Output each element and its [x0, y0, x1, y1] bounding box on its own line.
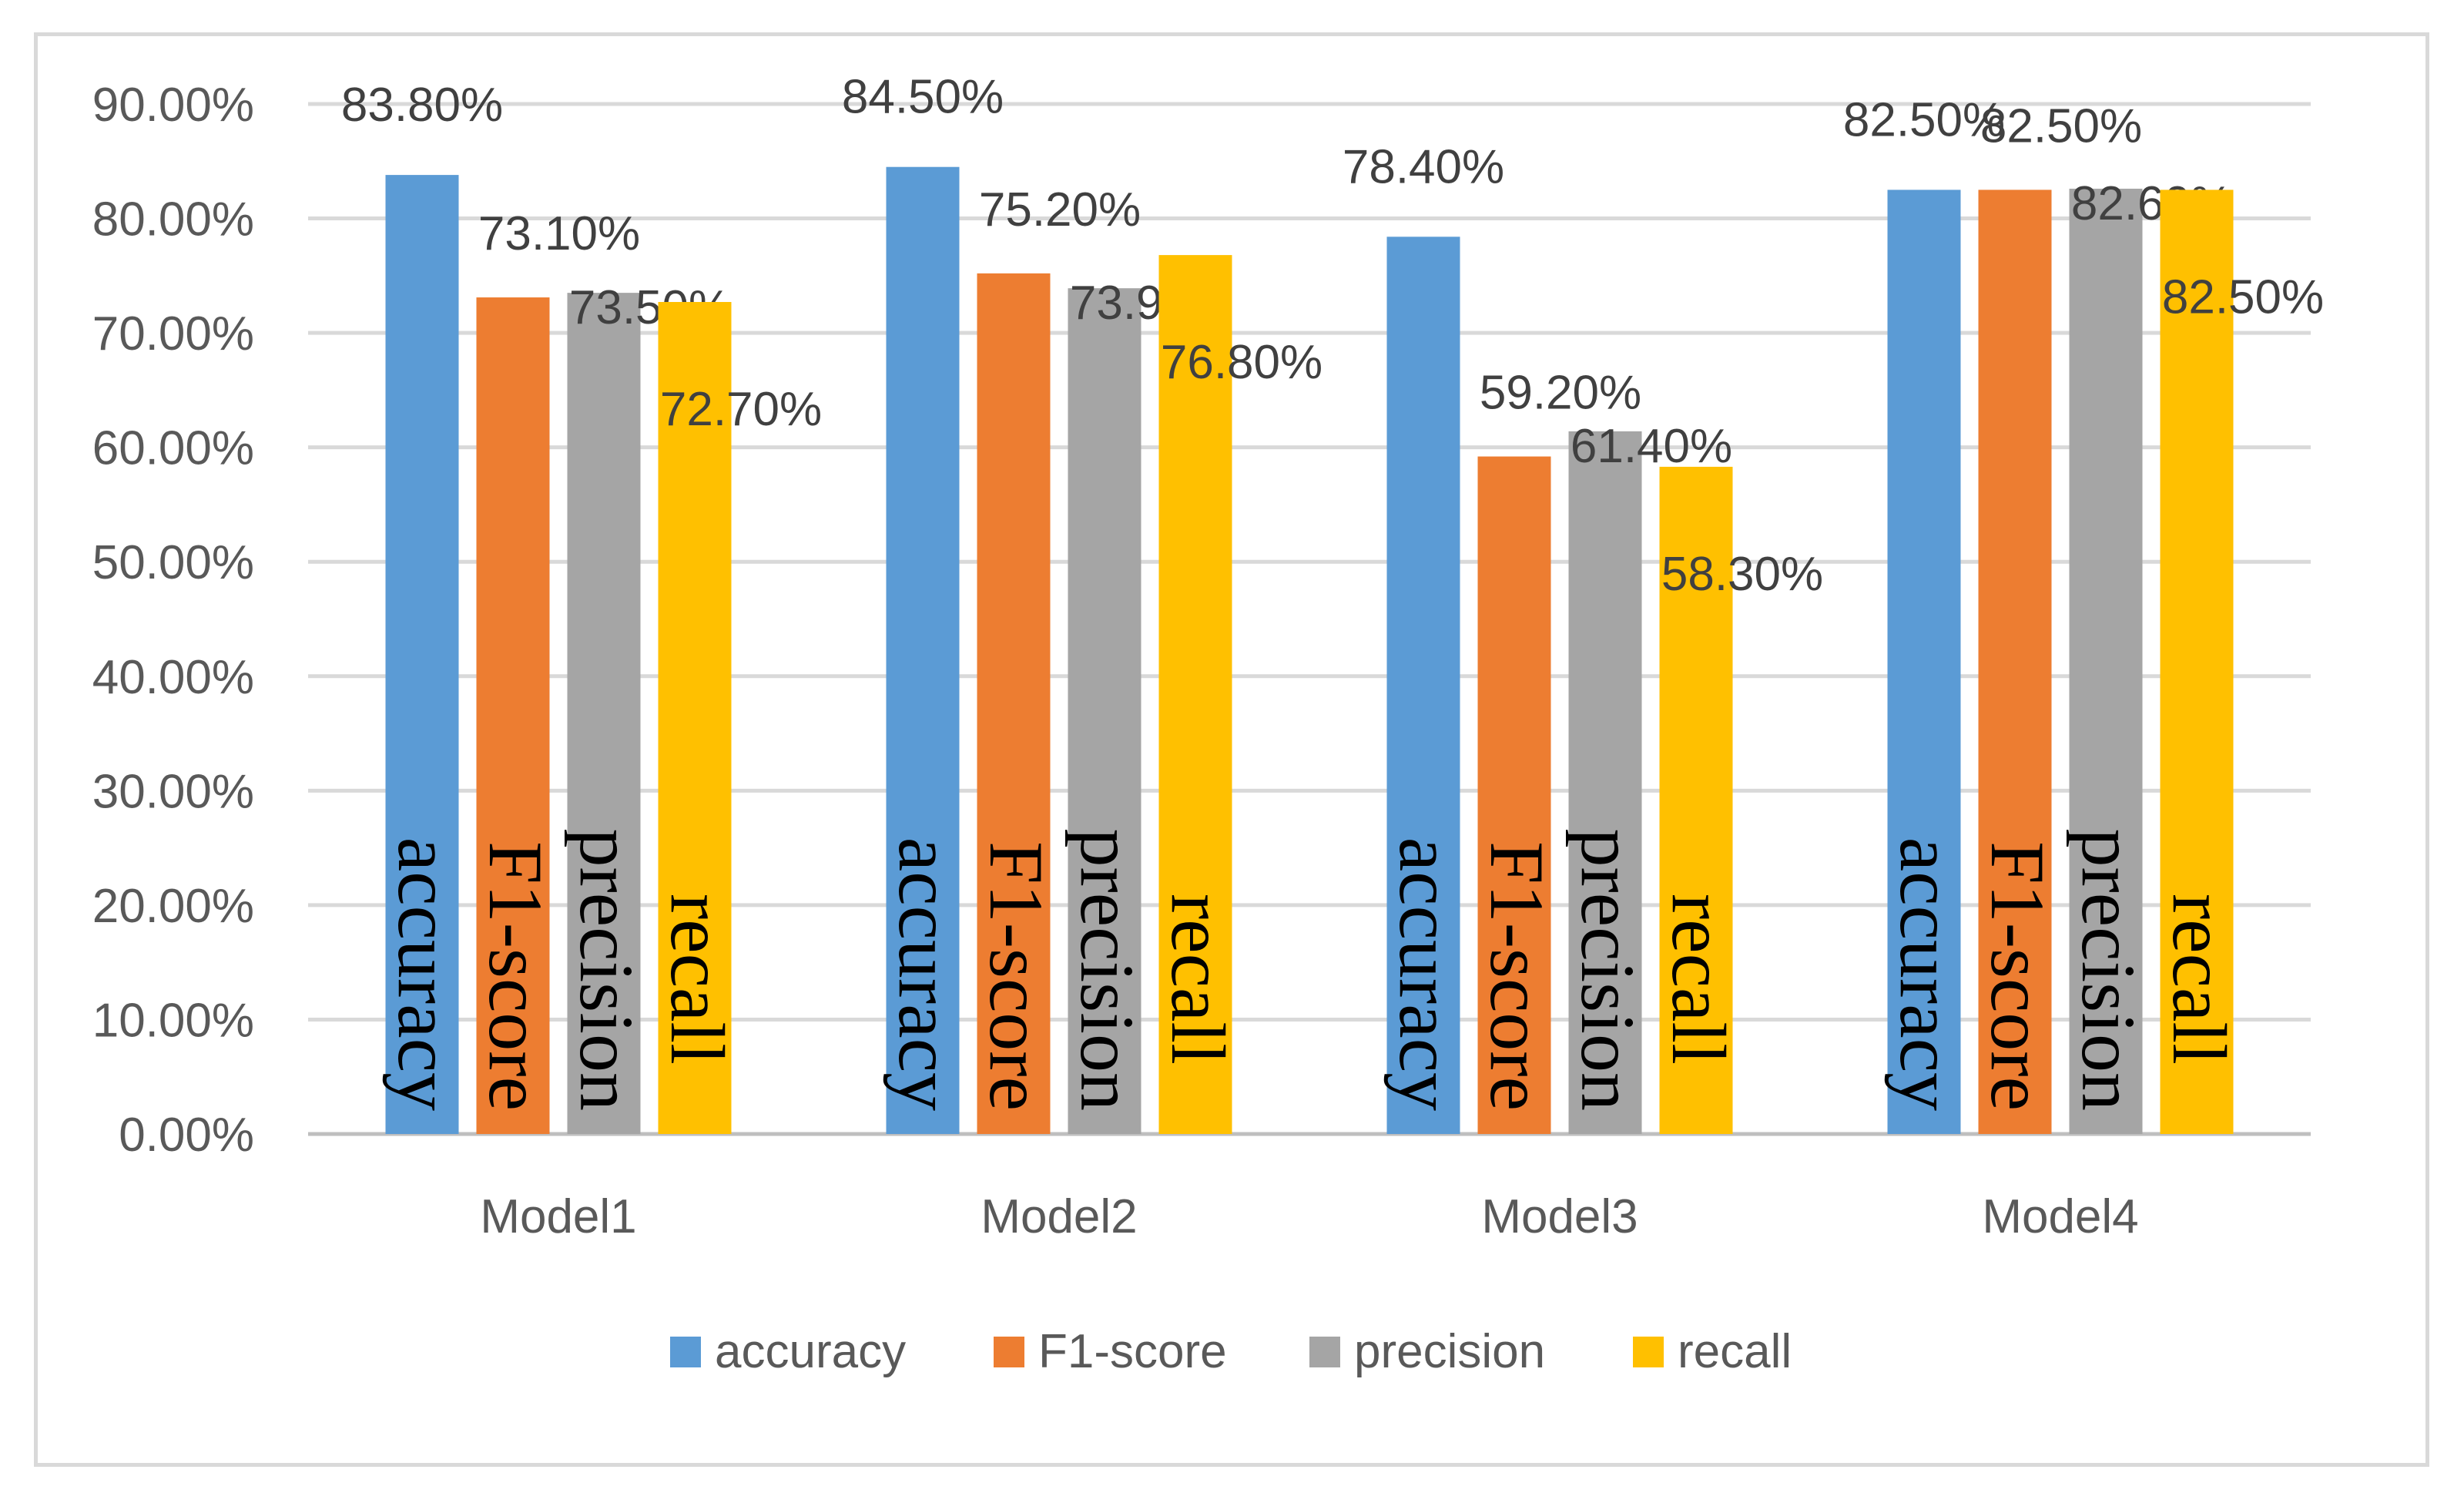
- data-label: 82.50%: [1843, 93, 2005, 146]
- data-label: 76.80%: [1161, 336, 1323, 389]
- bar-series-name: precision: [1565, 828, 1651, 1111]
- y-tick-label: 60.00%: [92, 422, 254, 475]
- data-label: 73.10%: [478, 207, 640, 260]
- bar-series-name: recall: [2157, 894, 2242, 1065]
- bar-series-name: precision: [1064, 828, 1150, 1111]
- bar-series-name: accuracy: [382, 837, 468, 1111]
- data-label: 82.50%: [2162, 270, 2324, 324]
- bar-precision-model1[interactable]: [567, 293, 641, 1134]
- bar-recall-model4[interactable]: [2160, 190, 2234, 1135]
- legend-label[interactable]: accuracy: [715, 1325, 906, 1378]
- bar-chart: 0.00% 10.00% 20.00% 30.00% 40.00% 50.00% 60.00…: [92, 71, 2324, 1378]
- bar-series-name: recall: [1656, 894, 1742, 1065]
- legend-label[interactable]: recall: [1678, 1325, 1792, 1378]
- data-label: 58.30%: [1661, 548, 1823, 601]
- bar-f1-score-model4[interactable]: [1978, 190, 2052, 1135]
- bar-series-name: precision: [564, 828, 649, 1111]
- bar-recall-model1[interactable]: [658, 302, 732, 1134]
- bar-series-name: F1-score: [1474, 841, 1560, 1111]
- legend-swatch-recall[interactable]: [1633, 1337, 1664, 1367]
- bar-accuracy-model3[interactable]: [1386, 237, 1460, 1134]
- bar-series-name: recall: [655, 894, 740, 1065]
- legend-label[interactable]: precision: [1354, 1325, 1545, 1378]
- data-label: 61.40%: [1571, 420, 1732, 473]
- y-tick-label: 70.00%: [92, 307, 254, 361]
- bar-series-name: F1-score: [473, 841, 558, 1111]
- data-label: 82.50%: [1980, 99, 2142, 153]
- bar-series-name: F1-score: [1975, 841, 2060, 1111]
- bar-accuracy-model1[interactable]: [385, 175, 459, 1134]
- y-tick-label: 40.00%: [92, 651, 254, 704]
- bar-precision-model2[interactable]: [1068, 288, 1141, 1134]
- bar-series-name: F1-score: [974, 841, 1059, 1111]
- bar-series-name: precision: [2066, 828, 2151, 1111]
- y-tick-label: 20.00%: [92, 880, 254, 933]
- bar-series-name: accuracy: [883, 837, 968, 1111]
- bar-accuracy-model2[interactable]: [886, 166, 960, 1134]
- chart-frame: 0.00% 10.00% 20.00% 30.00% 40.00% 50.00% 60.00…: [34, 32, 2429, 1467]
- data-label: 72.70%: [660, 383, 822, 436]
- legend-swatch-precision[interactable]: [1309, 1337, 1340, 1367]
- legend-swatch-accuracy[interactable]: [670, 1337, 701, 1367]
- data-label: 78.40%: [1343, 140, 1504, 193]
- data-label: 59.20%: [1480, 367, 1641, 420]
- bar-series-name: recall: [1155, 894, 1241, 1065]
- bar-f1-score-model1[interactable]: [476, 297, 550, 1135]
- bar-precision-model3[interactable]: [1568, 431, 1642, 1134]
- data-label: 83.80%: [341, 79, 503, 132]
- bar-precision-model4[interactable]: [2069, 188, 2143, 1134]
- x-tick-label: Model1: [480, 1190, 636, 1243]
- x-tick-label: Model3: [1481, 1190, 1638, 1243]
- y-tick-label: 90.00%: [92, 79, 254, 132]
- bar-recall-model3[interactable]: [1659, 466, 1733, 1134]
- y-tick-label: 80.00%: [92, 193, 254, 247]
- x-tick-label: Model4: [1982, 1190, 2138, 1243]
- bar-f1-score-model2[interactable]: [977, 273, 1051, 1135]
- y-tick-label: 10.00%: [92, 994, 254, 1047]
- bar-series-name: accuracy: [1884, 837, 1970, 1111]
- x-tick-label: Model2: [981, 1190, 1137, 1243]
- y-tick-label: 30.00%: [92, 765, 254, 818]
- y-tick-label: 50.00%: [92, 536, 254, 589]
- bar-f1-score-model3[interactable]: [1477, 456, 1551, 1134]
- legend-label[interactable]: F1-score: [1038, 1325, 1227, 1378]
- data-label: 75.20%: [979, 183, 1141, 237]
- bar-recall-model2[interactable]: [1158, 255, 1232, 1135]
- legend-swatch-f1-score[interactable]: [994, 1337, 1024, 1367]
- bar-accuracy-model4[interactable]: [1887, 190, 1961, 1135]
- data-label: 84.50%: [842, 71, 1004, 124]
- bar-series-name: accuracy: [1383, 837, 1469, 1111]
- y-tick-label: 0.00%: [119, 1109, 254, 1162]
